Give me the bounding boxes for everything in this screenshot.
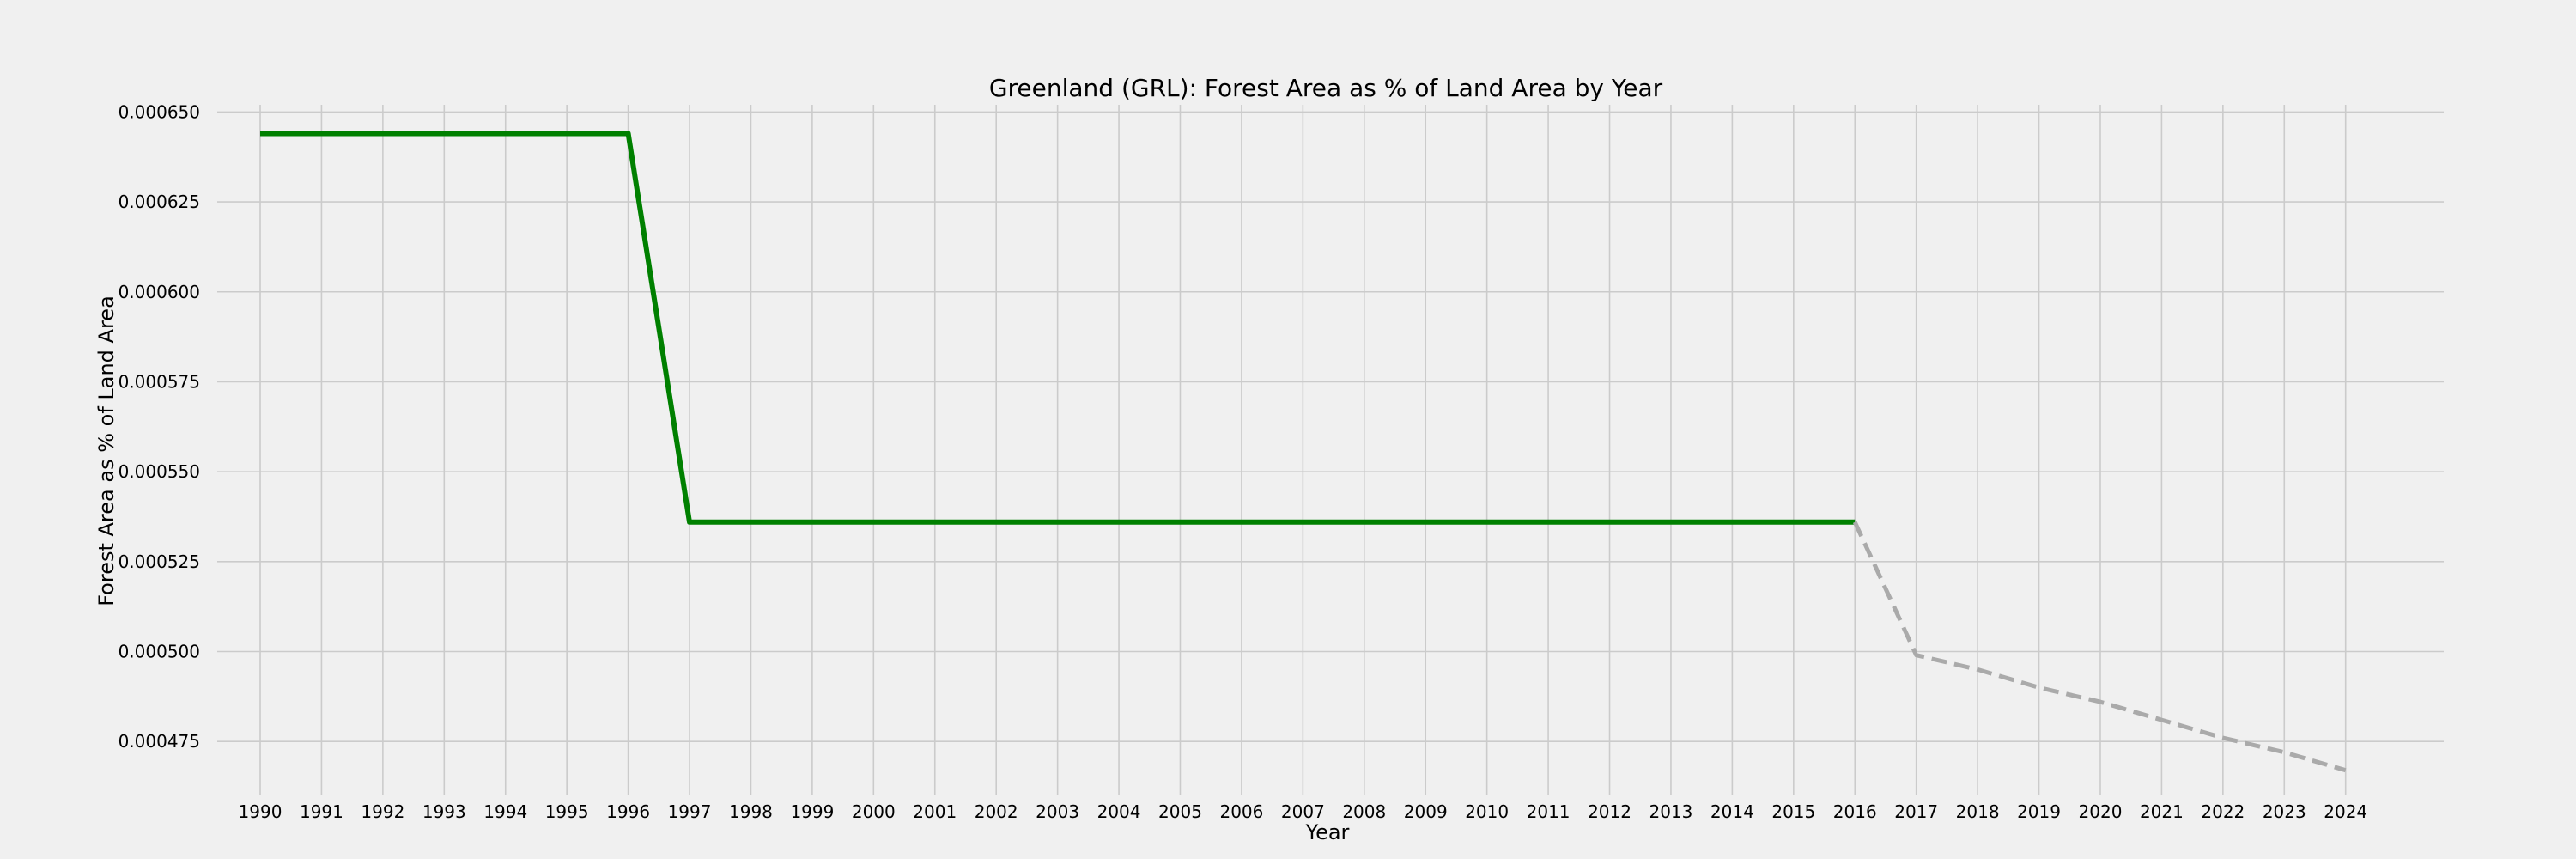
x-tick-label: 2014 (1710, 801, 1754, 822)
x-tick-label: 2006 (1219, 801, 1263, 822)
x-tick-label: 1997 (668, 801, 712, 822)
y-tick-label: 0.000650 (118, 101, 200, 122)
y-tick-labels: 0.000475 0.000500 0.000525 0.000550 0.000575… (118, 101, 200, 752)
x-tick-label: 2017 (1894, 801, 1938, 822)
x-tick-label: 2003 (1036, 801, 1079, 822)
historical-series-line (260, 131, 1856, 525)
y-tick-label: 0.000500 (118, 642, 200, 662)
y-tick-label: 0.000550 (118, 461, 200, 482)
y-axis-label: Forest Area as % of Land Area (94, 295, 118, 606)
x-gridlines (259, 105, 2347, 795)
x-tick-label: 2007 (1281, 801, 1325, 822)
x-tick-label: 2005 (1158, 801, 1202, 822)
x-tick-label: 2011 (1527, 801, 1571, 822)
x-axis-label: Year (1305, 820, 1350, 844)
x-tick-label: 2016 (1833, 801, 1877, 822)
x-tick-label: 2002 (975, 801, 1018, 822)
x-tick-label: 1998 (729, 801, 773, 822)
y-gridlines (217, 111, 2444, 742)
x-tick-label: 1994 (483, 801, 527, 822)
x-tick-label: 2012 (1588, 801, 1631, 822)
x-tick-labels: 1990 1991 1992 1993 1994 1995 1996 1997 1998 1999… (239, 801, 2368, 822)
y-tick-label: 0.000600 (118, 282, 200, 302)
x-tick-label: 2010 (1465, 801, 1509, 822)
x-tick-label: 2021 (2140, 801, 2184, 822)
x-tick-label: 1993 (422, 801, 466, 822)
series-layer (260, 131, 2347, 773)
x-tick-label: 2019 (2017, 801, 2061, 822)
x-tick-label: 2023 (2263, 801, 2306, 822)
x-tick-label: 1991 (300, 801, 343, 822)
chart-title: Greenland (GRL): Forest Area as % of Lan… (989, 74, 1663, 102)
x-tick-label: 1996 (606, 801, 650, 822)
y-tick-label: 0.000525 (118, 551, 200, 572)
x-tick-label: 2018 (1956, 801, 2000, 822)
x-tick-label: 2013 (1649, 801, 1692, 822)
x-tick-label: 2000 (852, 801, 896, 822)
x-tick-label: 1999 (790, 801, 834, 822)
x-tick-label: 2022 (2201, 801, 2245, 822)
x-tick-label: 2001 (913, 801, 957, 822)
x-tick-label: 2008 (1342, 801, 1386, 822)
projection-series-line (1852, 521, 2347, 773)
x-tick-label: 1992 (361, 801, 404, 822)
x-tick-label: 1990 (239, 801, 283, 822)
x-tick-label: 2009 (1404, 801, 1448, 822)
x-tick-label: 2020 (2079, 801, 2123, 822)
x-tick-label: 2004 (1097, 801, 1141, 822)
y-tick-label: 0.000625 (118, 192, 200, 212)
x-tick-label: 2024 (2324, 801, 2367, 822)
x-tick-label: 2015 (1771, 801, 1815, 822)
y-tick-label: 0.000475 (118, 731, 200, 752)
x-tick-label: 1995 (545, 801, 589, 822)
y-tick-label: 0.000575 (118, 371, 200, 392)
